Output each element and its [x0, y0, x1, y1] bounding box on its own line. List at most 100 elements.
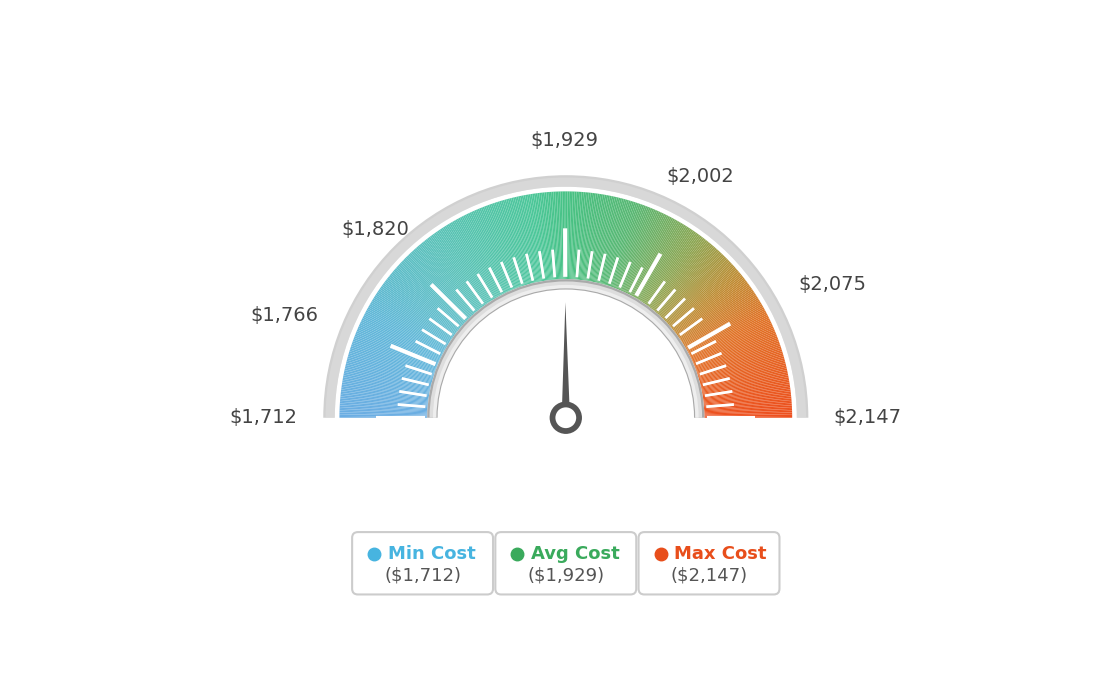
- Circle shape: [550, 402, 582, 434]
- Wedge shape: [696, 339, 778, 371]
- Wedge shape: [665, 259, 729, 322]
- Wedge shape: [553, 192, 560, 279]
- Wedge shape: [666, 260, 730, 322]
- Wedge shape: [447, 224, 495, 299]
- Text: $1,766: $1,766: [250, 306, 318, 326]
- Wedge shape: [427, 279, 704, 417]
- Wedge shape: [505, 199, 529, 284]
- Wedge shape: [442, 228, 490, 302]
- Wedge shape: [627, 215, 667, 294]
- Wedge shape: [576, 192, 585, 279]
- Wedge shape: [342, 377, 429, 394]
- Wedge shape: [586, 194, 602, 281]
- Wedge shape: [433, 285, 699, 417]
- Wedge shape: [631, 219, 675, 296]
- Wedge shape: [437, 230, 488, 304]
- Wedge shape: [690, 317, 769, 357]
- Wedge shape: [440, 228, 490, 302]
- Wedge shape: [703, 393, 790, 404]
- Wedge shape: [633, 219, 677, 297]
- Wedge shape: [543, 193, 553, 280]
- Text: ($1,712): ($1,712): [384, 567, 461, 585]
- Wedge shape: [457, 219, 500, 296]
- Wedge shape: [404, 257, 468, 321]
- Wedge shape: [485, 206, 517, 288]
- Wedge shape: [352, 343, 435, 373]
- Wedge shape: [615, 206, 647, 288]
- Wedge shape: [534, 193, 548, 281]
- Wedge shape: [426, 239, 481, 309]
- Wedge shape: [681, 292, 755, 342]
- Wedge shape: [608, 202, 637, 286]
- Wedge shape: [703, 384, 790, 398]
- Wedge shape: [704, 413, 793, 415]
- Wedge shape: [421, 244, 477, 312]
- Wedge shape: [696, 336, 777, 368]
- Wedge shape: [700, 359, 785, 383]
- Wedge shape: [422, 242, 478, 311]
- FancyBboxPatch shape: [638, 532, 779, 595]
- Wedge shape: [704, 398, 792, 407]
- Wedge shape: [446, 225, 493, 300]
- Wedge shape: [526, 195, 542, 282]
- Wedge shape: [538, 193, 550, 280]
- Wedge shape: [664, 257, 725, 319]
- Wedge shape: [640, 226, 689, 302]
- Wedge shape: [624, 212, 662, 293]
- Wedge shape: [644, 230, 694, 304]
- Wedge shape: [432, 235, 485, 306]
- Wedge shape: [564, 191, 565, 279]
- Wedge shape: [350, 348, 434, 376]
- Wedge shape: [697, 341, 779, 372]
- Wedge shape: [344, 370, 431, 390]
- Wedge shape: [552, 192, 559, 279]
- Wedge shape: [702, 379, 789, 395]
- Wedge shape: [354, 336, 436, 368]
- Wedge shape: [492, 203, 522, 286]
- Wedge shape: [340, 402, 427, 409]
- Wedge shape: [628, 215, 669, 294]
- Wedge shape: [370, 302, 446, 348]
- Wedge shape: [342, 379, 429, 395]
- Wedge shape: [368, 307, 445, 351]
- Wedge shape: [353, 337, 436, 370]
- Text: Avg Cost: Avg Cost: [531, 545, 620, 563]
- Wedge shape: [607, 202, 636, 286]
- Wedge shape: [411, 252, 471, 317]
- Wedge shape: [362, 317, 442, 357]
- Wedge shape: [355, 333, 437, 366]
- Circle shape: [555, 407, 576, 428]
- Wedge shape: [395, 268, 461, 327]
- Wedge shape: [592, 195, 611, 282]
- Wedge shape: [643, 230, 693, 303]
- Wedge shape: [677, 282, 747, 335]
- Wedge shape: [636, 222, 681, 299]
- Wedge shape: [443, 226, 491, 302]
- Wedge shape: [573, 192, 580, 279]
- Wedge shape: [466, 214, 506, 293]
- Wedge shape: [691, 319, 771, 359]
- Wedge shape: [593, 196, 612, 282]
- Wedge shape: [666, 262, 731, 323]
- Wedge shape: [513, 197, 534, 283]
- Wedge shape: [423, 241, 479, 310]
- Wedge shape: [396, 267, 463, 326]
- Wedge shape: [384, 282, 455, 335]
- Wedge shape: [376, 292, 450, 342]
- Wedge shape: [664, 257, 728, 321]
- Wedge shape: [397, 266, 464, 325]
- Wedge shape: [703, 391, 790, 402]
- Wedge shape: [617, 207, 650, 289]
- Wedge shape: [561, 191, 564, 279]
- Wedge shape: [578, 193, 588, 280]
- Wedge shape: [698, 346, 782, 375]
- Wedge shape: [445, 226, 492, 301]
- Wedge shape: [619, 209, 656, 290]
- Wedge shape: [697, 344, 781, 374]
- Wedge shape: [584, 193, 597, 281]
- Wedge shape: [701, 372, 788, 391]
- Wedge shape: [399, 264, 464, 324]
- Wedge shape: [454, 220, 498, 297]
- Wedge shape: [702, 373, 788, 392]
- Wedge shape: [701, 368, 787, 388]
